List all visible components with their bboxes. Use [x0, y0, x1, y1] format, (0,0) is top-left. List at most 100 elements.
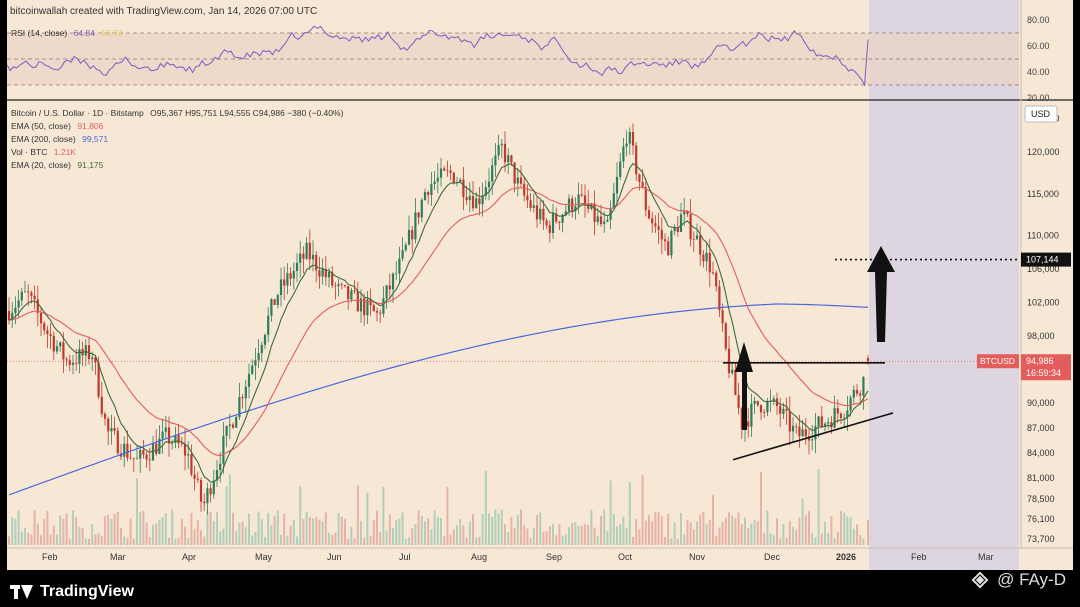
volume-bar	[792, 527, 794, 545]
volume-bar	[686, 519, 689, 545]
volume-bar	[836, 531, 839, 545]
price-tick-label: 90,000	[1027, 398, 1055, 408]
candle-body	[212, 480, 215, 495]
volume-bar	[766, 510, 769, 545]
candle-body	[276, 295, 279, 305]
volume-bar	[526, 528, 529, 545]
volume-bar	[520, 509, 522, 545]
candle-body	[238, 397, 241, 418]
candle-body	[763, 412, 766, 414]
volume-bar	[88, 538, 90, 545]
volume-bar	[216, 512, 218, 545]
candle-body	[635, 145, 638, 175]
volume-bar	[561, 535, 564, 545]
candle-body	[747, 421, 750, 427]
volume-bar	[11, 517, 14, 545]
month-label: May	[255, 552, 273, 562]
volume-bar	[817, 469, 820, 545]
volume-bar	[36, 523, 39, 545]
volume-bar	[516, 514, 519, 545]
volume-bar	[404, 538, 407, 545]
volume-value: 1.21K	[53, 147, 76, 157]
volume-bar	[859, 534, 862, 545]
candle-body	[859, 393, 862, 396]
volume-bar	[232, 512, 234, 545]
candle-body	[110, 428, 113, 432]
candle-body	[459, 179, 462, 183]
volume-bar	[267, 512, 270, 545]
volume-bar	[174, 538, 177, 545]
volume-bar	[46, 510, 49, 545]
volume-bar	[91, 524, 94, 545]
candle-body	[321, 269, 324, 277]
candle-body	[404, 244, 407, 251]
volume-bar	[193, 528, 196, 545]
volume-bar	[619, 524, 622, 545]
candle-body	[670, 231, 673, 256]
candle-body	[827, 422, 830, 424]
candle-body	[753, 400, 756, 404]
candle-body	[551, 213, 555, 233]
candle-body	[628, 132, 631, 144]
volume-bar	[596, 535, 599, 545]
candle-body	[350, 290, 353, 300]
price-tick-label: 73,700	[1027, 534, 1055, 544]
rsi-tick-label: 80.00	[1027, 15, 1050, 25]
candle-body	[151, 443, 155, 461]
candle-body	[209, 488, 212, 495]
volume-bar	[808, 511, 810, 545]
month-label: Aug	[471, 552, 487, 562]
volume-bar	[568, 526, 570, 545]
candle-body	[142, 450, 145, 455]
candle-body	[68, 360, 71, 365]
candle-body	[817, 416, 820, 427]
volume-bar	[849, 517, 852, 545]
candle-body	[683, 211, 686, 215]
candle-body	[65, 359, 68, 361]
candle-body	[833, 408, 836, 428]
candle-body	[852, 389, 855, 398]
candle-body	[843, 417, 846, 419]
volume-bar	[814, 537, 817, 545]
volume-bar	[673, 522, 676, 545]
rsi-tick-label: 40.00	[1027, 67, 1050, 77]
up-arrow-icon	[735, 342, 753, 430]
volume-bar	[625, 527, 628, 545]
volume-bar	[324, 512, 327, 545]
volume-bar	[491, 516, 494, 545]
candle-body	[484, 187, 487, 196]
volume-bar	[862, 538, 865, 545]
volume-bar	[72, 510, 74, 545]
candle-body	[244, 386, 247, 399]
candle-body	[228, 424, 231, 426]
future-region	[869, 0, 1019, 570]
candle-body	[100, 396, 103, 414]
candle-body	[193, 474, 196, 479]
volume-bar	[417, 510, 420, 545]
price-tick-label: 106,000	[1027, 264, 1060, 274]
volume-bar	[81, 528, 84, 545]
volume-bar	[840, 511, 842, 545]
volume-bar	[660, 516, 663, 545]
candle-body	[724, 323, 727, 349]
candle-body	[507, 155, 510, 163]
volume-bar	[500, 509, 503, 545]
candle-body	[644, 187, 647, 211]
ema50-legend: EMA (50, close) 91,806	[11, 121, 103, 131]
volume-bar	[24, 528, 26, 545]
volume-bar	[833, 538, 836, 545]
candle-body	[471, 195, 475, 209]
chart-canvas[interactable]: 80.0060.0040.0020.00124,000120,000115,00…	[7, 0, 1073, 570]
breakout-arrow-icon	[867, 246, 895, 342]
volume-bar	[628, 481, 631, 545]
volume-bar	[20, 531, 23, 545]
candle-body	[331, 271, 334, 286]
candle-body	[481, 195, 484, 205]
volume-bar	[161, 517, 164, 545]
volume-bar	[648, 515, 650, 545]
volume-legend: Vol · BTC 1.21K	[11, 147, 76, 157]
candle-body	[695, 235, 699, 240]
watermark-text: @ FAy-D	[997, 570, 1066, 589]
candle-body	[71, 362, 75, 365]
candle-body	[500, 143, 503, 146]
